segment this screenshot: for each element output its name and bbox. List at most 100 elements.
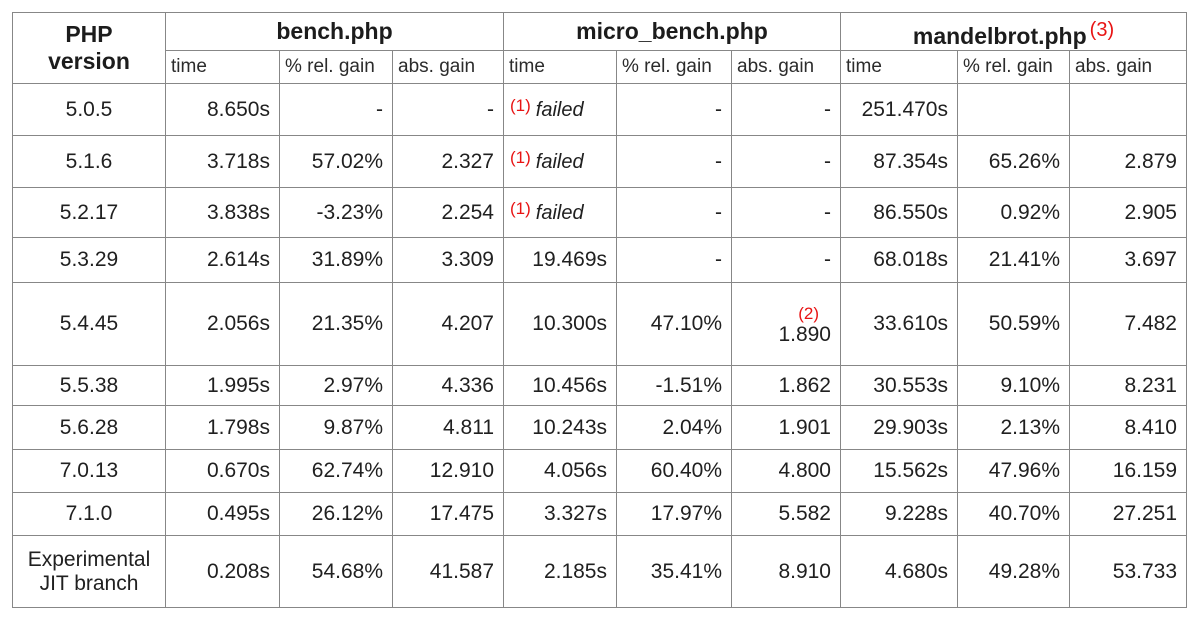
cell-value: 1.890	[778, 322, 831, 346]
data-cell: 53.733	[1069, 535, 1187, 608]
table-row: 7.1.0 0.495s 26.12% 17.475 3.327s 17.97% 5.582…	[12, 492, 1187, 536]
data-cell: -	[616, 237, 732, 283]
table-row: Experimental JIT branch 0.208s 54.68% 41.58…	[12, 535, 1187, 608]
data-cell: 8.910	[731, 535, 841, 608]
table-row: 5.1.6 3.718s 57.02% 2.327 (1) failed - -87.354s…	[12, 135, 1187, 188]
data-cell: 47.10%	[616, 282, 732, 366]
data-cell: 7.482	[1069, 282, 1187, 366]
data-cell: 2.614s	[165, 237, 280, 283]
data-cell: (1) failed	[503, 187, 617, 238]
data-cell: 27.251	[1069, 492, 1187, 536]
data-cell	[1069, 83, 1187, 136]
data-cell: 21.35%	[279, 282, 393, 366]
group-header-mandelbrot-php: mandelbrot.php (3)	[840, 12, 1187, 51]
data-cell: 3.718s	[165, 135, 280, 188]
data-cell: 4.811	[392, 405, 504, 450]
data-cell: 19.469s	[503, 237, 617, 283]
group-header-label: bench.php	[276, 18, 393, 44]
data-cell: -3.23%	[279, 187, 393, 238]
data-cell: 2.13%	[957, 405, 1070, 450]
failed-label: failed	[535, 150, 584, 173]
data-cell: 2.879	[1069, 135, 1187, 188]
version-cell: 5.3.29	[12, 237, 166, 283]
data-cell: 41.587	[392, 535, 504, 608]
data-cell: 9.10%	[957, 365, 1070, 406]
table-row: 5.3.29 2.614s 31.89% 3.309 19.469s - -68.018s 2…	[12, 237, 1187, 283]
subheader-abs-gain: abs. gain	[1069, 50, 1187, 84]
data-cell: 12.910	[392, 449, 504, 493]
data-cell: 10.456s	[503, 365, 617, 406]
version-cell: 5.4.45	[12, 282, 166, 366]
data-cell: 4.207	[392, 282, 504, 366]
table-row: 5.0.5 8.650s - - (1) failed - -251.470s	[12, 83, 1187, 136]
data-cell: -	[731, 237, 841, 283]
data-cell: 30.553s	[840, 365, 958, 406]
data-cell	[957, 83, 1070, 136]
data-cell: 15.562s	[840, 449, 958, 493]
data-cell: 47.96%	[957, 449, 1070, 493]
subheader-time: time	[840, 50, 958, 84]
data-cell: 16.159	[1069, 449, 1187, 493]
data-cell: 2.327	[392, 135, 504, 188]
data-cell: 0.670s	[165, 449, 280, 493]
version-cell: 7.0.13	[12, 449, 166, 493]
data-cell: 10.300s	[503, 282, 617, 366]
footnote-marker: (1)	[510, 95, 531, 115]
data-cell: 87.354s	[840, 135, 958, 188]
version-cell: 5.2.17	[12, 187, 166, 238]
data-cell: 50.59%	[957, 282, 1070, 366]
version-cell: 5.0.5	[12, 83, 166, 136]
footnote-marker: (1)	[510, 198, 531, 218]
footnote-marker: (3)	[1089, 19, 1115, 41]
data-cell: 35.41%	[616, 535, 732, 608]
data-cell: -	[731, 83, 841, 136]
failed-label: failed	[535, 98, 584, 121]
version-cell: 5.1.6	[12, 135, 166, 188]
table-row: 5.5.38 1.995s 2.97% 4.336 10.456s -1.51% 1.862…	[12, 365, 1187, 406]
data-cell: 2.056s	[165, 282, 280, 366]
data-cell: 8.410	[1069, 405, 1187, 450]
data-cell: 1.862	[731, 365, 841, 406]
data-cell: 57.02%	[279, 135, 393, 188]
data-cell: 2.04%	[616, 405, 732, 450]
data-cell: -	[616, 83, 732, 136]
data-cell: 4.336	[392, 365, 504, 406]
data-cell: 2.254	[392, 187, 504, 238]
subheader-time: time	[503, 50, 617, 84]
data-cell: 21.41%	[957, 237, 1070, 283]
footnote-marker: (2)	[798, 303, 819, 323]
data-cell: -1.51%	[616, 365, 732, 406]
data-cell: 8.231	[1069, 365, 1187, 406]
data-cell: 8.650s	[165, 83, 280, 136]
table-row: 5.4.45 2.056s 21.35% 4.207 10.300s 47.10% (2) 1…	[12, 282, 1187, 366]
data-cell: 17.475	[392, 492, 504, 536]
table-row: 7.0.13 0.670s 62.74% 12.910 4.056s 60.40% 4.80…	[12, 449, 1187, 493]
version-cell: 5.5.38	[12, 365, 166, 406]
data-cell: 26.12%	[279, 492, 393, 536]
data-cell: 68.018s	[840, 237, 958, 283]
data-cell: 3.838s	[165, 187, 280, 238]
data-cell: 40.70%	[957, 492, 1070, 536]
data-cell: 60.40%	[616, 449, 732, 493]
data-cell: (1) failed	[503, 83, 617, 136]
data-cell: 49.28%	[957, 535, 1070, 608]
data-cell: 3.327s	[503, 492, 617, 536]
data-cell: 4.680s	[840, 535, 958, 608]
data-cell: 1.798s	[165, 405, 280, 450]
data-cell: 5.582	[731, 492, 841, 536]
php-benchmark-table: PHP version bench.php micro_bench.php mande…	[12, 12, 1187, 608]
data-cell: 10.243s	[503, 405, 617, 450]
subheader-abs-gain: abs. gain	[392, 50, 504, 84]
group-header-micro-bench-php: micro_bench.php	[503, 12, 841, 51]
subheader-rel-gain: % rel. gain	[957, 50, 1070, 84]
subheader-rel-gain: % rel. gain	[279, 50, 393, 84]
data-cell: 54.68%	[279, 535, 393, 608]
data-cell: 3.697	[1069, 237, 1187, 283]
data-cell: -	[731, 135, 841, 188]
subheader-time: time	[165, 50, 280, 84]
data-cell: 2.905	[1069, 187, 1187, 238]
data-cell: -	[616, 135, 732, 188]
data-cell: 17.97%	[616, 492, 732, 536]
data-cell: 0.92%	[957, 187, 1070, 238]
data-cell: -	[392, 83, 504, 136]
